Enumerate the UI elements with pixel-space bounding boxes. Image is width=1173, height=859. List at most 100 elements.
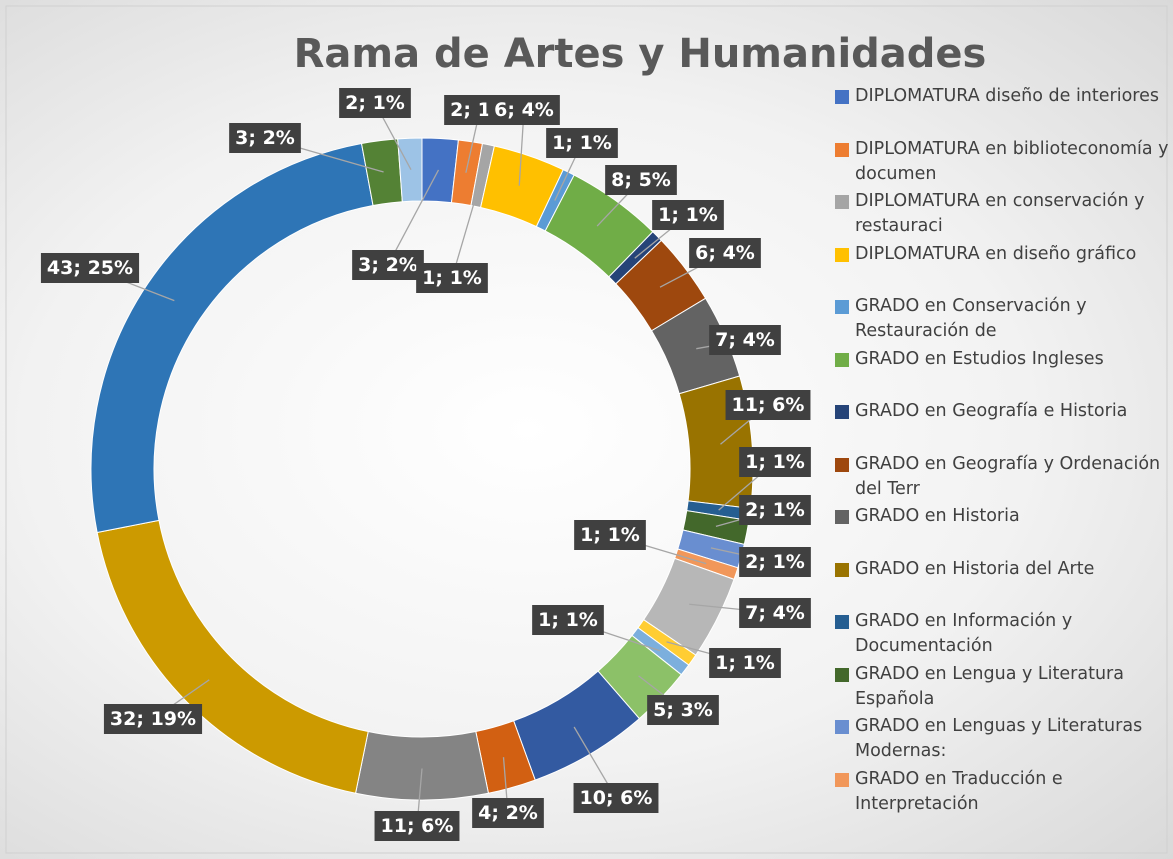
legend-label: GRADO en Conservación y Restauración de xyxy=(855,296,1087,341)
legend-label: GRADO en Información y Documentación xyxy=(855,611,1073,656)
legend-swatch xyxy=(835,562,849,577)
data-label-box xyxy=(725,390,811,420)
data-label: 3; 2% xyxy=(358,254,418,276)
data-label-box xyxy=(339,88,411,118)
data-label: 1; 1% xyxy=(580,524,640,546)
legend-item: GRADO en Conservación y Restauración de xyxy=(833,294,1169,347)
chart-title: Rama de Artes y Humanidades xyxy=(294,31,987,77)
data-label-box xyxy=(488,95,560,125)
legend-item: GRADO en Traducción e Interpretación xyxy=(833,767,1169,820)
legend-label: GRADO en Estudios Ingleses xyxy=(855,348,1104,369)
data-label: 1; 1% xyxy=(422,267,482,289)
legend-item: GRADO en Estudios Ingleses xyxy=(833,347,1169,400)
legend-swatch xyxy=(835,457,849,472)
data-label-box xyxy=(689,238,761,268)
data-label: 43; 25% xyxy=(47,257,133,279)
data-label-box xyxy=(416,263,488,293)
data-label-box xyxy=(103,704,203,734)
data-label: 11; 6% xyxy=(732,394,805,416)
data-label-box xyxy=(739,547,811,577)
legend-swatch xyxy=(835,405,849,419)
legend-item: GRADO en Geografía y Ordenación del Terr xyxy=(833,452,1169,505)
data-label-box xyxy=(573,783,659,813)
data-label-box xyxy=(472,798,544,828)
legend: DIPLOMATURA diseño de interiores DIPLOMAT… xyxy=(833,84,1169,819)
legend-label: GRADO en Geografía y Ordenación del Terr xyxy=(855,453,1161,499)
legend-item: GRADO en Lenguas y Literaturas Modernas: xyxy=(833,714,1169,767)
data-label: 3; 2% xyxy=(235,127,295,149)
data-label: 1; 1% xyxy=(658,204,718,226)
legend-label: GRADO en Historia xyxy=(855,506,1020,526)
legend-item: GRADO en Historia xyxy=(833,504,1169,557)
data-label: 2; 1% xyxy=(345,92,405,114)
legend-label: GRADO en Lengua y Literatura Española xyxy=(855,663,1124,709)
legend-item: GRADO en Lengua y Literatura Española xyxy=(833,662,1169,715)
data-label: 7; 4% xyxy=(745,602,805,624)
legend-swatch xyxy=(835,772,849,787)
data-label: 1; 1% xyxy=(538,609,598,631)
legend-swatch xyxy=(835,142,849,157)
legend-swatch xyxy=(835,667,849,682)
data-label-box xyxy=(352,250,424,280)
data-label-box xyxy=(374,811,460,841)
data-label-box xyxy=(739,598,811,628)
legend-swatch xyxy=(835,510,849,524)
data-label: 7; 4% xyxy=(715,329,775,351)
donut-segment xyxy=(354,730,490,801)
data-label-box xyxy=(574,520,646,550)
legend-label: GRADO en Traducción e Interpretación xyxy=(855,768,1063,814)
data-label-box xyxy=(739,447,811,477)
data-label: 32; 19% xyxy=(110,708,196,730)
legend-swatch xyxy=(835,195,849,209)
data-label: 6; 4% xyxy=(695,242,755,264)
legend-swatch xyxy=(835,90,849,104)
data-label-box xyxy=(605,165,677,195)
legend-item: DIPLOMATURA diseño de interiores xyxy=(833,84,1169,137)
leader-line xyxy=(387,169,440,266)
legend-item: GRADO en Historia del Arte xyxy=(833,557,1169,610)
legend-item: DIPLOMATURA en biblioteconomía y documen xyxy=(833,137,1169,190)
legend-item: GRADO en Información y Documentación xyxy=(833,609,1169,662)
legend-label: DIPLOMATURA diseño de interiores xyxy=(855,86,1159,106)
legend-swatch xyxy=(835,615,849,629)
legend-swatch xyxy=(835,720,849,734)
legend-label: GRADO en Historia del Arte xyxy=(855,558,1095,579)
data-label: 11; 6% xyxy=(381,815,454,837)
data-label: 1; 1% xyxy=(745,451,805,473)
data-label: 5; 3% xyxy=(653,699,713,721)
data-label-box xyxy=(229,123,301,153)
legend-item: GRADO en Geografía e Historia xyxy=(833,399,1169,452)
data-label: 1; 1% xyxy=(715,652,775,674)
data-label-box xyxy=(647,695,719,725)
data-label-box xyxy=(532,605,604,635)
donut-segment xyxy=(96,519,369,794)
leader-line xyxy=(451,175,483,279)
legend-item: DIPLOMATURA en diseño gráfico xyxy=(833,242,1169,295)
legend-label: GRADO en Geografía e Historia xyxy=(855,401,1128,421)
data-label-box xyxy=(709,648,781,678)
data-label: 4; 2% xyxy=(478,802,538,824)
data-label-box xyxy=(739,495,811,525)
legend-label: DIPLOMATURA en diseño gráfico xyxy=(855,243,1137,264)
donut-segment xyxy=(90,142,374,534)
data-label: 2; 1% xyxy=(745,551,805,573)
legend-swatch xyxy=(835,247,849,262)
legend-swatch xyxy=(835,352,849,367)
legend-label: DIPLOMATURA en conservación y restauraci xyxy=(855,191,1145,236)
legend-label: DIPLOMATURA en biblioteconomía y documen xyxy=(855,138,1169,184)
data-label-box xyxy=(652,200,724,230)
data-label-box xyxy=(546,128,618,158)
data-label-box xyxy=(709,325,781,355)
data-label-box xyxy=(40,253,140,283)
legend-item: DIPLOMATURA en conservación y restauraci xyxy=(833,189,1169,242)
data-label: 8; 5% xyxy=(611,169,671,191)
chart-border xyxy=(5,5,1168,854)
data-label: 6; 4% xyxy=(494,99,554,121)
donut-segment xyxy=(397,137,423,203)
legend-label: GRADO en Lenguas y Literaturas Modernas: xyxy=(855,716,1143,761)
legend-swatch xyxy=(835,300,849,314)
data-label: 2; 1% xyxy=(745,499,805,521)
data-label: 10; 6% xyxy=(580,787,653,809)
